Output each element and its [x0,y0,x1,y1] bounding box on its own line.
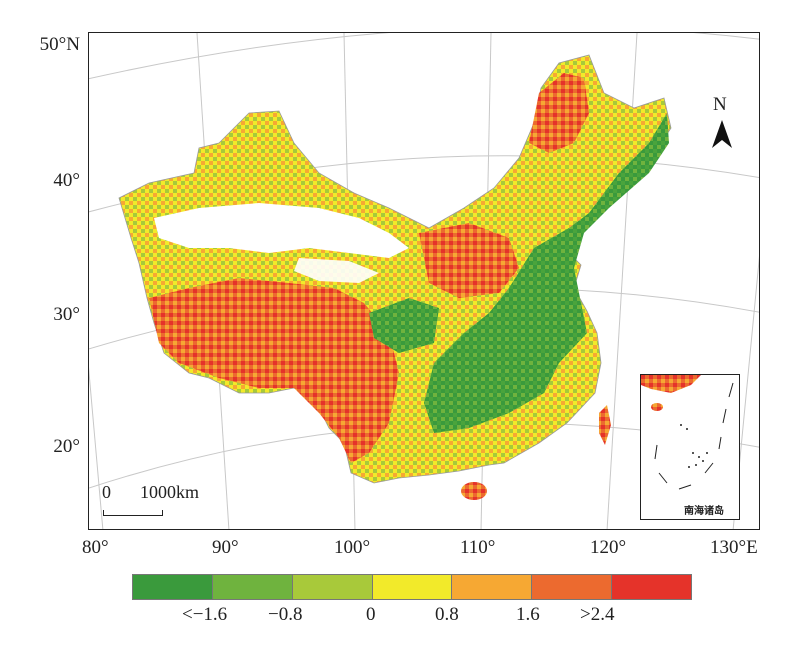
latitude-label-50n: 50°N [39,34,80,55]
longitude-label-90: 90° [212,537,239,558]
hainan [461,482,487,500]
china-map [89,33,759,529]
longitude-label-120: 120° [590,537,627,558]
legend-tick-3: 0 [366,604,376,625]
inset-label: 南海诸岛 [684,506,724,517]
longitude-label-80: 80° [82,537,109,558]
longitude-label-130e: 130°E [710,537,758,558]
china-landmass [118,54,672,484]
legend-swatch-4 [372,575,453,599]
latitude-label-20: 20° [53,436,80,457]
latitude-label-30: 30° [53,304,80,325]
legend-swatch-2 [212,575,293,599]
map-frame [88,32,760,530]
legend-swatch-3 [292,575,373,599]
north-label: N [713,94,727,115]
legend-swatch-5 [452,575,533,599]
sichuan-green-region [369,298,439,353]
legend-color-bar [132,574,692,600]
scale-bar-line [103,510,163,516]
inset-map [641,375,734,490]
south-china-sea-inset [640,374,740,520]
legend-swatch-1 [133,575,213,599]
loess-region [419,223,519,298]
scale-bar-start: 0 [102,482,111,502]
longitude-label-100: 100° [334,537,371,558]
qaidam-desert [294,258,379,283]
taiwan [599,405,611,445]
legend-swatch-6 [532,575,613,599]
tarim-desert [154,203,409,258]
northeast-red-band [529,73,589,153]
legend-tick-6: >2.4 [580,604,615,625]
legend-tick-5: 1.6 [516,604,540,625]
legend-tick-2: −0.8 [268,604,303,625]
legend-tick-4: 0.8 [435,604,459,625]
latitude-label-40: 40° [53,170,80,191]
legend-swatch-7 [612,575,692,599]
tibet-region [149,278,399,463]
north-arrow-icon [712,120,732,148]
scale-bar-distance: 1000km [140,482,200,502]
legend-tick-1: <−1.6 [182,604,228,625]
longitude-label-110: 110° [460,537,496,558]
east-green-region [424,113,669,433]
